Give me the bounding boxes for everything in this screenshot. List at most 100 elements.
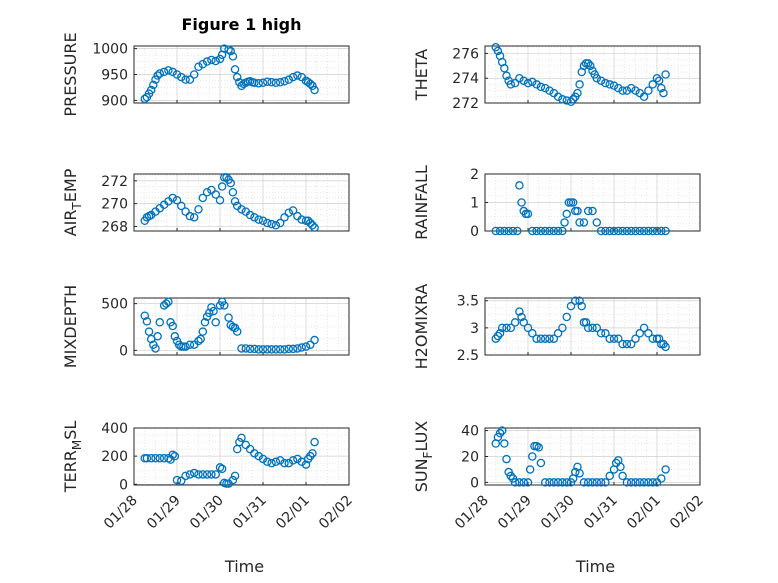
data-point [648, 334, 657, 343]
data-point [528, 226, 537, 236]
data-point [500, 226, 509, 236]
data-point [583, 206, 593, 216]
data-point [275, 345, 285, 354]
data-point [614, 334, 623, 343]
data-point [142, 454, 152, 463]
data-point [189, 468, 199, 478]
x-tick-label: 02/02 [316, 493, 356, 533]
data-point [540, 226, 550, 236]
data-point [532, 80, 541, 89]
y-tick-label: 2.5 [457, 348, 479, 364]
data-point [228, 475, 238, 485]
data-point [648, 478, 657, 487]
data-point [583, 478, 593, 487]
data-point [652, 73, 662, 83]
data-point [510, 478, 520, 487]
data-point [523, 478, 533, 487]
data-point [605, 471, 614, 481]
data-point [310, 223, 319, 232]
data-point [540, 334, 550, 343]
data-point [639, 92, 649, 102]
data-point [592, 478, 602, 487]
data-point [177, 201, 186, 211]
data-point [583, 59, 593, 68]
data-point [271, 457, 281, 467]
data-point [254, 215, 263, 224]
data-point [297, 343, 306, 352]
data-point [515, 307, 524, 316]
data-point [185, 340, 195, 349]
data-point [164, 66, 173, 75]
data-point [245, 344, 255, 354]
data-point [558, 323, 567, 333]
data-point [306, 340, 315, 349]
data-point [553, 329, 563, 338]
data-point [579, 478, 589, 487]
data-point [230, 471, 240, 481]
data-point [293, 71, 302, 80]
data-point [639, 478, 649, 487]
data-point [258, 345, 268, 354]
data-point [614, 83, 623, 93]
data-point [263, 457, 272, 467]
data-point [605, 80, 614, 89]
y-axis-label: RAINFALL [412, 165, 431, 240]
data-point [149, 80, 158, 90]
data-point [194, 470, 203, 479]
data-point [558, 478, 567, 487]
data-point [144, 327, 154, 336]
y-axis-label: PRESSURE [61, 32, 80, 116]
data-point [288, 72, 298, 82]
data-point [652, 226, 662, 236]
data-point [263, 218, 272, 228]
data-point [540, 478, 550, 487]
x-tick-label: 01/31 [581, 493, 621, 533]
data-point [271, 221, 281, 230]
data-point [523, 323, 533, 333]
data-point [588, 206, 597, 216]
y-tick-label: 272 [452, 96, 479, 112]
y-tick-label: 950 [101, 68, 128, 84]
data-point [159, 67, 169, 77]
data-point [237, 433, 246, 443]
data-point [275, 456, 285, 465]
y-tick-label: 200 [101, 449, 128, 465]
data-point [250, 344, 259, 354]
data-point [577, 301, 587, 311]
data-point [250, 213, 259, 222]
y-tick-label: 1 [470, 196, 479, 212]
data-point [545, 86, 554, 95]
data-point [224, 45, 233, 54]
data-point [217, 464, 227, 474]
y-tick-label: 272 [101, 174, 128, 190]
data-point [648, 226, 657, 236]
axes-box [133, 297, 350, 356]
data-point [500, 64, 509, 73]
data-point [592, 323, 602, 333]
data-point [654, 334, 664, 343]
data-point [198, 193, 208, 203]
data-point [545, 478, 554, 487]
data-point [536, 334, 546, 343]
data-point [495, 329, 505, 338]
data-point [616, 462, 625, 472]
data-point [189, 70, 199, 79]
data-point [657, 226, 666, 236]
data-point [177, 476, 186, 486]
data-point [198, 59, 208, 69]
data-point [153, 332, 162, 341]
data-point [230, 65, 240, 74]
data-point [254, 345, 263, 354]
data-point [211, 318, 220, 327]
data-point [284, 208, 294, 218]
x-tick-label: 02/01 [273, 493, 313, 533]
y-tick-label: 3.5 [457, 294, 479, 310]
data-point [562, 478, 571, 487]
y-tick-label: 268 [101, 219, 128, 235]
data-point [207, 470, 216, 479]
data-point [626, 83, 636, 93]
data-point [228, 52, 238, 61]
x-tick-label: 01/31 [230, 493, 270, 533]
axes-box [484, 427, 701, 486]
data-point [553, 478, 563, 487]
